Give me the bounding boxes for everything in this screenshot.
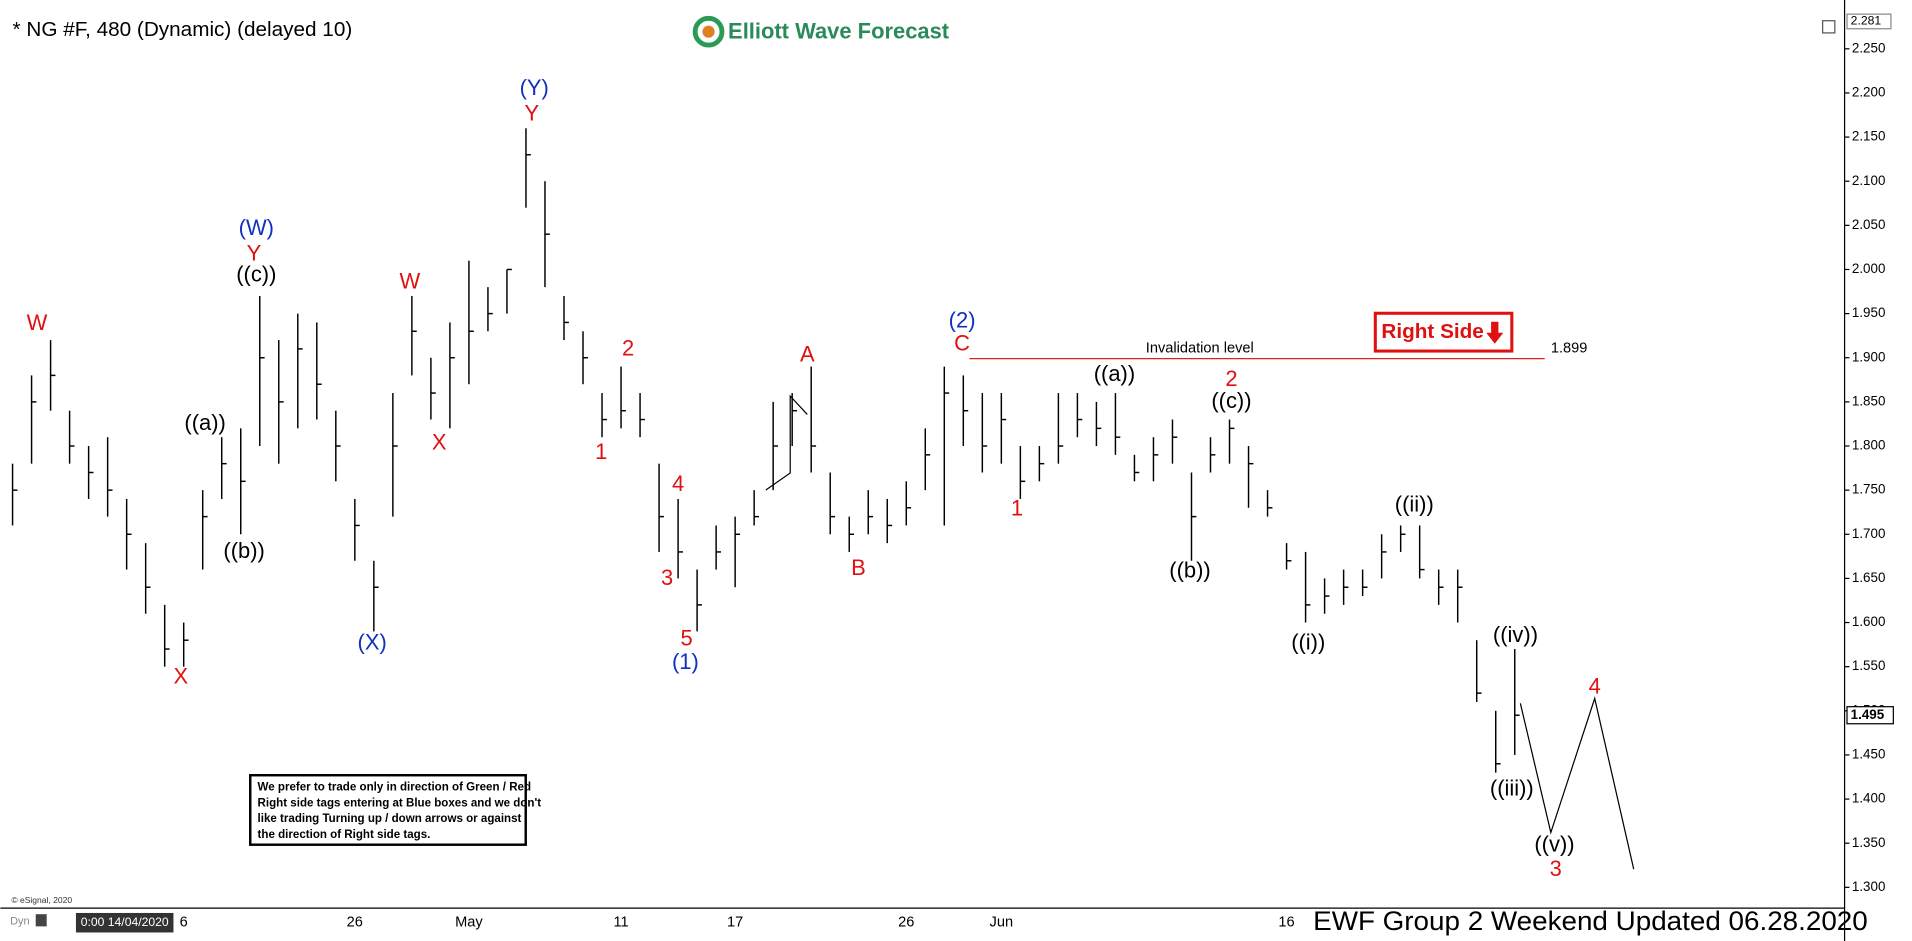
y-tick-label: 1.300 — [1852, 879, 1886, 894]
note-box: We prefer to trade only in direction of … — [249, 774, 542, 846]
wave-label: 4 — [1589, 673, 1601, 698]
wave-label: (2) — [949, 308, 976, 333]
tag-box — [1373, 311, 1514, 353]
footer: EWF Group 2 Weekend Updated 06.28.2020 — [1313, 906, 1868, 936]
wave-label: Y — [247, 241, 262, 266]
wave-label: X — [173, 664, 188, 689]
triangle-drawing — [765, 394, 808, 491]
note-line: the direction of Right side tags. — [258, 829, 431, 841]
logo: Elliott Wave Forecast — [692, 15, 950, 48]
last-price-label: 1.495 — [1851, 707, 1885, 722]
wave-label: (W) — [239, 215, 274, 240]
x-tick-label: 11 — [613, 915, 628, 931]
y-tick-label: 1.600 — [1852, 614, 1886, 629]
x-tick-label: Jun — [990, 915, 1014, 931]
x-tick-label: 17 — [727, 915, 743, 931]
wave-label: ((c)) — [236, 261, 276, 286]
x-tick-label: 16 — [1278, 915, 1294, 931]
y-tick-label: 1.650 — [1852, 570, 1886, 585]
high-marker-label: 2.281 — [1851, 14, 1882, 28]
tag-arrow — [1486, 321, 1504, 344]
x-tick-label: 26 — [898, 915, 914, 931]
wave-label: ((i)) — [1291, 629, 1325, 654]
wave-label: 5 — [681, 626, 693, 651]
wave-label: 1 — [1011, 495, 1023, 520]
wave-label: B — [851, 555, 866, 580]
wave-label: ((ii)) — [1395, 492, 1434, 517]
wave-label: 2 — [622, 336, 634, 361]
x-tick-label: May — [455, 915, 483, 931]
wave-label: ((c)) — [1211, 388, 1251, 413]
source: © eSignal, 2020 — [11, 895, 72, 905]
wave-label: 3 — [1550, 856, 1562, 881]
y-tick-label: 2.100 — [1852, 173, 1886, 188]
logo-icon — [692, 15, 725, 48]
last-price-box — [1846, 706, 1894, 725]
note-line: Right side tags entering at Blue boxes a… — [258, 797, 542, 809]
y-tick-label: 1.550 — [1852, 658, 1886, 673]
y-tick-label: 1.750 — [1852, 482, 1886, 497]
wave-label: (1) — [672, 649, 699, 674]
wave-label: (Y) — [520, 75, 549, 100]
wave-label: ((iii)) — [1490, 776, 1534, 801]
wave-label: (X) — [358, 629, 387, 654]
projection — [765, 394, 1635, 870]
y-tick-label: 2.050 — [1852, 217, 1886, 232]
wave-label: X — [432, 429, 447, 454]
right-side-tag: Right Side — [1373, 311, 1514, 353]
logo-icon-dot — [702, 25, 715, 38]
wave-label: 4 — [672, 471, 684, 496]
tag-text: Right Side — [1381, 320, 1483, 343]
invalidation-value: 1.899 — [1551, 341, 1588, 357]
wave-label: ((b)) — [223, 538, 264, 563]
note-line: like trading Turning up / down arrows or… — [258, 813, 522, 825]
y-tick-label: 1.350 — [1852, 835, 1886, 850]
y-tick-label: 1.700 — [1852, 526, 1886, 541]
start-label-box — [75, 912, 174, 933]
chart-title: * NG #F, 480 (Dynamic) (delayed 10) — [13, 18, 353, 41]
y-tick-label: 1.850 — [1852, 393, 1886, 408]
wave-label: ((a)) — [184, 410, 225, 435]
y-tick-label: 1.950 — [1852, 305, 1886, 320]
wave-label: ((v)) — [1534, 832, 1574, 857]
wave-label: A — [800, 342, 815, 367]
mode-icon — [35, 914, 47, 927]
mode-label: Dyn — [10, 915, 30, 927]
wave-label: W — [27, 310, 48, 335]
wave-label: 1 — [595, 439, 607, 464]
window-icon[interactable] — [1822, 20, 1836, 34]
y-tick-label: 1.800 — [1852, 438, 1886, 453]
y-tick-label: 2.250 — [1852, 40, 1886, 55]
logo-text: Elliott Wave Forecast — [728, 19, 950, 44]
wave-label: C — [954, 331, 970, 356]
start-label: 0:00 14/04/2020 — [81, 915, 169, 929]
y-tick-label: 2.200 — [1852, 84, 1886, 99]
wave-label: 3 — [661, 565, 673, 590]
y-tick-label: 1.900 — [1852, 349, 1886, 364]
projection-path — [1519, 696, 1635, 870]
wave-label: ((a)) — [1094, 361, 1135, 386]
high-marker-box — [1846, 13, 1892, 30]
wave-label: 2 — [1225, 366, 1237, 391]
y-tick-label: 2.150 — [1852, 129, 1886, 144]
note-line: We prefer to trade only in direction of … — [258, 781, 531, 793]
x-tick-label: 6 — [180, 915, 188, 931]
wave-label: Y — [524, 100, 539, 125]
y-tick-label: 2.000 — [1852, 261, 1886, 276]
wave-label: W — [400, 269, 421, 294]
note-frame — [249, 774, 527, 846]
y-tick-label: 1.400 — [1852, 791, 1886, 806]
y-tick-label: 1.450 — [1852, 746, 1886, 761]
x-tick-label: 26 — [347, 915, 363, 931]
wave-label: ((iv)) — [1493, 622, 1538, 647]
invalidation-label: Invalidation level — [1146, 341, 1254, 357]
wave-label: ((b)) — [1169, 557, 1210, 582]
